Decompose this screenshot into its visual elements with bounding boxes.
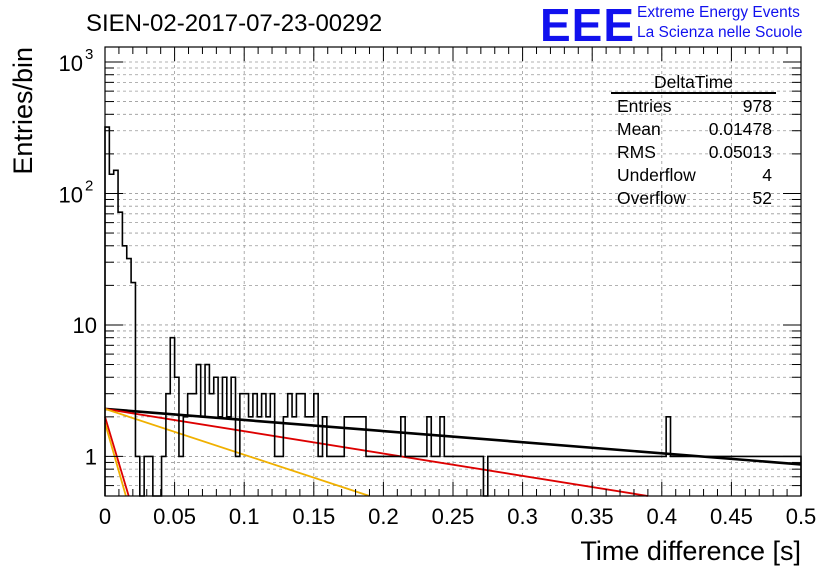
stats-row-rms: RMS 0.05013 [611, 141, 776, 164]
y-tick-label: 10 [59, 51, 83, 76]
fit-curve-0 [104, 407, 802, 466]
x-tick-label: 0.5 [786, 504, 817, 529]
stats-value: 0.05013 [708, 142, 772, 162]
x-tick-label: 0.45 [710, 504, 753, 529]
stats-row-mean: Mean 0.01478 [611, 118, 776, 141]
histogram [104, 126, 802, 497]
logo-subtitle-2: La Scienza nelle Scuole [637, 24, 803, 41]
x-tick-label: 0.2 [368, 504, 399, 529]
logo-subtitle-1: Extreme Energy Events [637, 4, 800, 21]
axis-labels: 0 0.05 0.1 0.15 0.2 0.25 0.3 0.35 0.4 0.45 0.5 1 10 1… [8, 46, 816, 566]
x-tick-label: 0.1 [229, 504, 260, 529]
stats-label: Mean [617, 119, 661, 139]
y-tick-exponent: 3 [85, 46, 93, 63]
stats-value: 0.01478 [708, 119, 772, 139]
x-tick-label: 0.05 [153, 504, 196, 529]
stats-label: Entries [617, 96, 672, 116]
x-tick-label: 0.35 [571, 504, 614, 529]
y-axis-title: Entries/bin [8, 47, 38, 175]
y-tick-label: 1 [85, 444, 97, 469]
axis-ticks [104, 47, 802, 497]
x-tick-label: 0.3 [507, 504, 538, 529]
x-tick-label: 0.4 [647, 504, 678, 529]
stats-label: RMS [617, 142, 656, 162]
x-tick-label: 0 [99, 504, 111, 529]
stats-title: DeltaTime [611, 72, 776, 94]
stats-row-overflow: Overflow 52 [611, 187, 776, 210]
x-tick-label: 0.15 [292, 504, 335, 529]
fit-curve-4 [104, 422, 127, 497]
stats-box: DeltaTime Entries 978 Mean 0.01478 RMS 0.05… [611, 72, 776, 210]
stats-value: 4 [762, 165, 772, 185]
fit-curves [104, 407, 802, 497]
run-title: SIEN-02-2017-07-23-00292 [86, 10, 383, 37]
y-tick-label: 10 [73, 313, 97, 338]
fit-curve-2 [104, 408, 370, 497]
histogram-outline [104, 126, 802, 497]
fit-curve-1 [104, 408, 649, 497]
x-tick-label: 0.25 [432, 504, 475, 529]
y-tick-label: 10 [59, 182, 83, 207]
stats-label: Overflow [617, 188, 687, 208]
eee-logo: EEE [540, 0, 636, 51]
stats-value: 978 [742, 96, 772, 116]
stats-row-entries: Entries 978 [611, 95, 776, 118]
stats-row-underflow: Underflow 4 [611, 164, 776, 187]
y-tick-exponent: 2 [85, 177, 93, 194]
x-axis-title: Time difference [s] [580, 536, 801, 566]
stats-value: 52 [752, 188, 772, 208]
stats-label: Underflow [617, 165, 696, 185]
